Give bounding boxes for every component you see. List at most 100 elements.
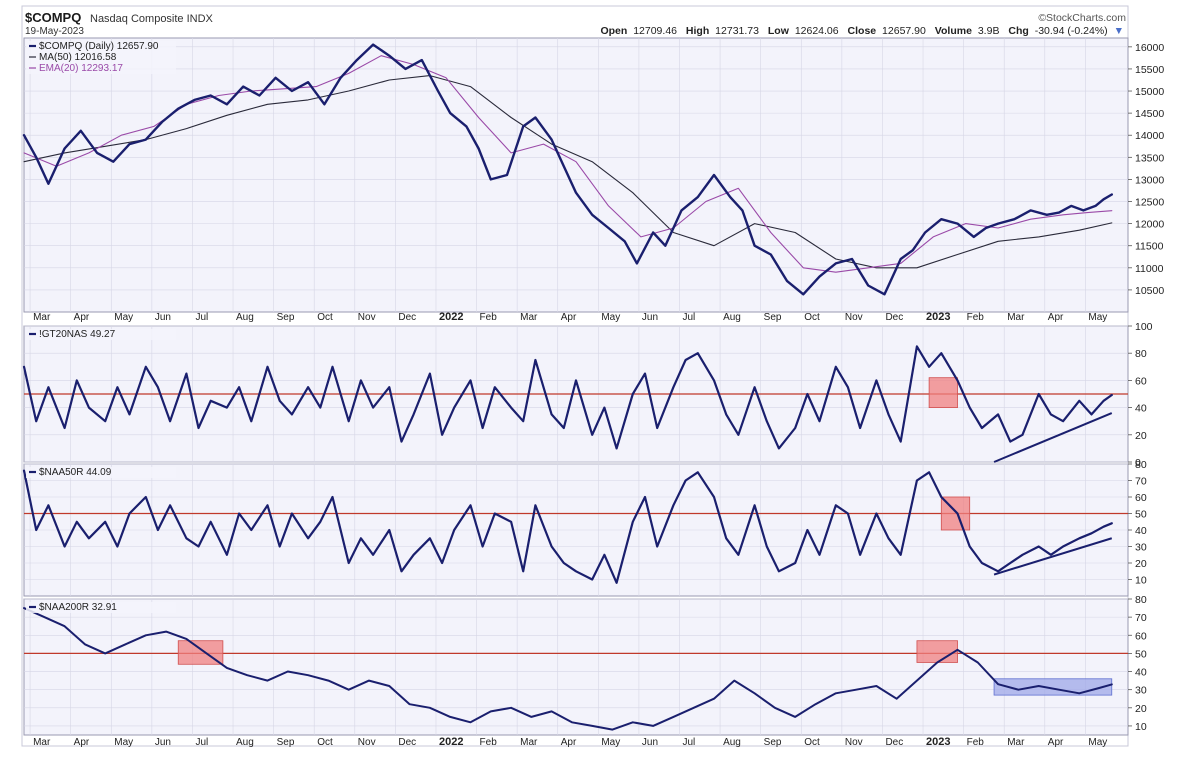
- x-tick-label: Oct: [317, 312, 333, 323]
- highlight-box-red: [928, 377, 958, 408]
- x-tick-label: 2023: [926, 736, 950, 748]
- legend-backdrop: [26, 52, 176, 63]
- legend-entry: !GT20NAS 49.27: [39, 329, 116, 340]
- y-tick-label: 14000: [1135, 130, 1164, 142]
- x-tick-label: Mar: [520, 737, 538, 748]
- series-line-price: [23, 607, 1113, 731]
- x-axis: Mar Apr May Jun Jul Aug Sep Oct Nov Dec 2022 Feb Mar…: [33, 736, 1107, 748]
- trendline: [993, 412, 1113, 463]
- x-tick-label: May: [1088, 737, 1107, 748]
- x-tick-label: Apr: [561, 737, 577, 748]
- highlight-box-blue: [993, 678, 1113, 696]
- highlight-box-red: [916, 640, 958, 663]
- y-tick-label: 60: [1135, 492, 1147, 504]
- y-tick-label: 15000: [1135, 86, 1164, 98]
- quote-summary: Open 12709.46 High 12731.73 Low 12624.06…: [600, 25, 1124, 37]
- x-tick-label: Apr: [561, 312, 577, 323]
- x-tick-label: Oct: [804, 312, 820, 323]
- y-tick-label: 16000: [1135, 42, 1164, 54]
- x-tick-label: Jun: [642, 737, 658, 748]
- x-tick-label: Oct: [804, 737, 820, 748]
- open-label: Open: [600, 25, 627, 37]
- x-tick-label: May: [1088, 312, 1107, 323]
- x-axis: Mar Apr May Jun Jul Aug Sep Oct Nov Dec 2022 Feb Mar…: [33, 311, 1107, 323]
- y-tick-label: 0: [1135, 457, 1141, 469]
- x-tick-label: Apr: [1048, 737, 1064, 748]
- naa50r-panel: 10 20 30 40 50 60 70 80 $NAA50R 44.09: [22, 459, 1147, 597]
- y-tick-label: 50: [1135, 648, 1147, 660]
- chg-label: Chg: [1008, 25, 1028, 37]
- x-tick-label: Sep: [277, 737, 295, 748]
- x-tick-label: Dec: [398, 312, 416, 323]
- x-tick-label: Apr: [74, 737, 90, 748]
- y-tick-label: 14500: [1135, 108, 1164, 120]
- legend-backdrop: [26, 41, 176, 52]
- x-tick-label: Feb: [967, 737, 985, 748]
- x-tick-label: 2022: [439, 736, 463, 748]
- x-tick-label: 2023: [926, 311, 950, 323]
- series-line-price: [22, 43, 1113, 296]
- volume-label: Volume: [935, 25, 972, 37]
- legend-entry: $NAA50R 44.09: [39, 467, 112, 478]
- trendline: [993, 537, 1113, 576]
- y-tick-label: 40: [1135, 403, 1147, 415]
- y-tick-label: 12500: [1135, 197, 1164, 209]
- close-value: 12657.90: [882, 25, 926, 37]
- y-tick-label: 10: [1135, 721, 1147, 733]
- y-tick-label: 80: [1135, 348, 1147, 360]
- x-tick-label: Sep: [277, 312, 295, 323]
- low-value: 12624.06: [795, 25, 839, 37]
- x-tick-label: Apr: [74, 312, 90, 323]
- y-tick-label: 30: [1135, 685, 1147, 697]
- x-tick-label: Feb: [967, 312, 985, 323]
- legend-backdrop: [26, 602, 176, 613]
- x-tick-label: Mar: [520, 312, 538, 323]
- x-tick-label: Aug: [236, 312, 254, 323]
- x-tick-label: Sep: [764, 737, 782, 748]
- legend-backdrop: [26, 467, 176, 478]
- volume-value: 3.9B: [978, 25, 1000, 37]
- dropdown-arrow-icon[interactable]: ▼: [1114, 25, 1124, 37]
- x-tick-label: Nov: [358, 312, 376, 323]
- x-tick-label: Jun: [642, 312, 658, 323]
- price-panel: 10500 11000 11500 12000 12500 13000 13500 14000…: [22, 37, 1164, 313]
- x-tick-label: Aug: [723, 312, 741, 323]
- x-tick-label: Aug: [236, 737, 254, 748]
- price-plot-area: [23, 37, 1129, 313]
- x-tick-label: Feb: [480, 312, 498, 323]
- y-tick-label: 70: [1135, 612, 1147, 624]
- y-tick-label: 50: [1135, 509, 1147, 521]
- legend-entry: $NAA200R 32.91: [39, 602, 117, 613]
- y-tick-label: 60: [1135, 375, 1147, 387]
- x-tick-label: Feb: [480, 737, 498, 748]
- y-tick-label: 13500: [1135, 152, 1164, 164]
- x-tick-label: May: [114, 312, 133, 323]
- high-value: 12731.73: [715, 25, 759, 37]
- close-label: Close: [848, 25, 877, 37]
- x-tick-label: Dec: [398, 737, 416, 748]
- x-tick-label: Jul: [195, 737, 208, 748]
- y-tick-label: 10500: [1135, 285, 1164, 297]
- legend-entry: MA(50) 12016.58: [39, 52, 117, 63]
- x-tick-label: Jun: [155, 737, 171, 748]
- y-tick-label: 80: [1135, 459, 1147, 471]
- y-tick-label: 11000: [1135, 263, 1164, 275]
- x-tick-label: Mar: [33, 312, 51, 323]
- y-tick-label: 70: [1135, 476, 1147, 488]
- x-tick-label: May: [601, 737, 620, 748]
- y-tick-label: 20: [1135, 430, 1147, 442]
- series-line-price: [22, 345, 1113, 450]
- naa200r-panel: 10 20 30 40 50 60 70 80 $NAA200R 32.91: [23, 594, 1147, 736]
- x-tick-label: Oct: [317, 737, 333, 748]
- gt20-panel: 0 20 40 60 80 100 !GT20NAS 49.27: [22, 321, 1153, 469]
- x-tick-label: 2022: [439, 311, 463, 323]
- x-tick-label: Mar: [33, 737, 51, 748]
- series-line-price: [22, 469, 1113, 584]
- series-line-ema20: [23, 55, 1113, 273]
- x-tick-label: Nov: [358, 737, 376, 748]
- legend-entry: EMA(20) 12293.17: [39, 63, 123, 74]
- y-tick-label: 20: [1135, 558, 1147, 570]
- legend-entry: $COMPQ (Daily) 12657.90: [39, 41, 159, 52]
